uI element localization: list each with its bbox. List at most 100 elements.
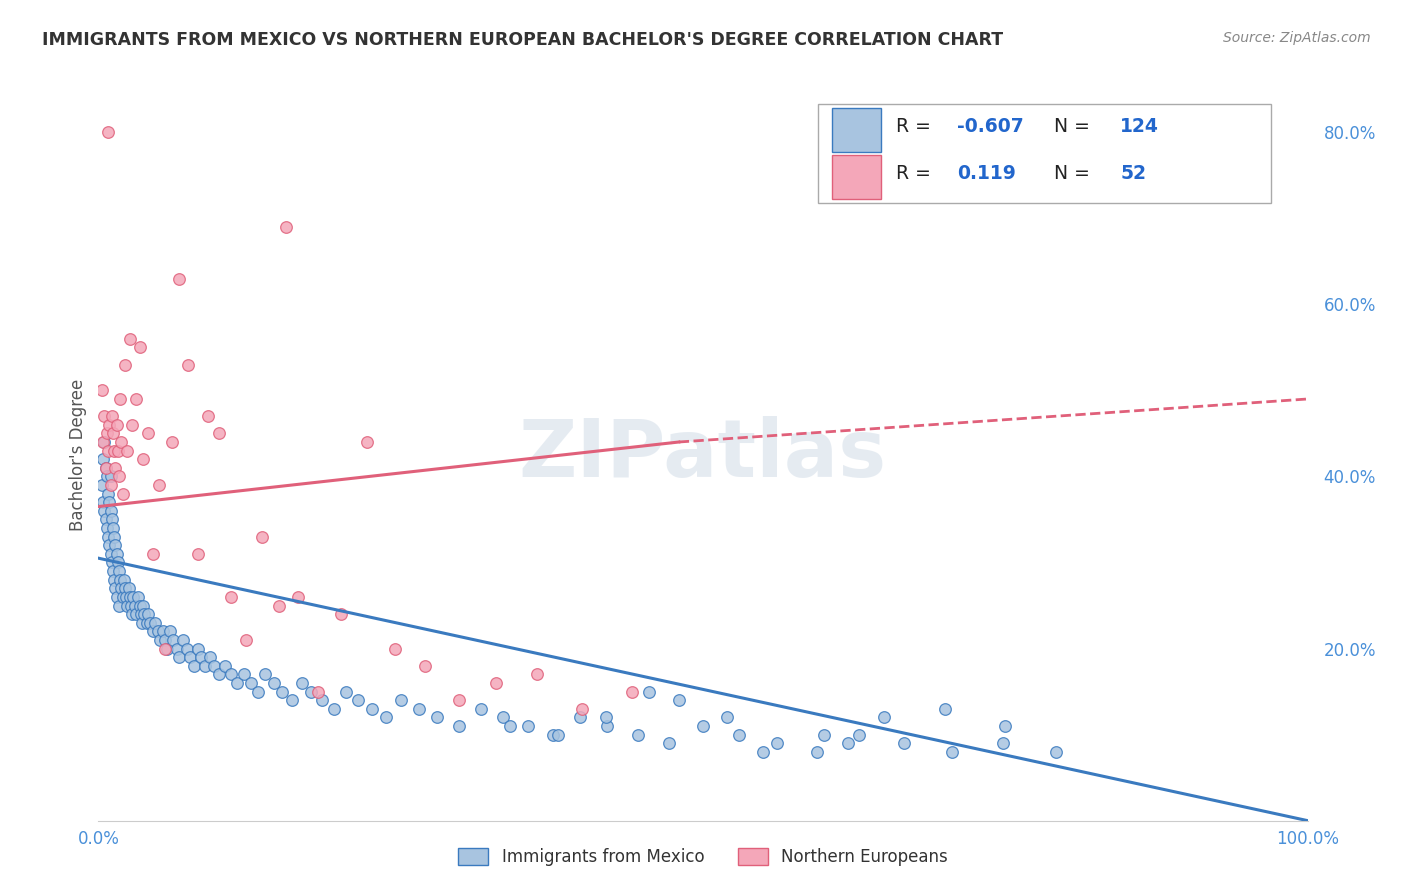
Point (848, 728, 870, 742)
Point (426, 710, 449, 724)
Point (360, 702, 382, 716)
Point (235, 632, 257, 647)
Point (226, 676, 249, 690)
Point (941, 745, 963, 759)
Point (183, 658, 205, 673)
Point (104, 460, 127, 475)
Point (335, 684, 357, 698)
Point (239, 676, 262, 690)
Point (128, 340, 150, 354)
Text: R =: R = (897, 164, 943, 183)
Point (93, 504, 115, 518)
Point (91, 495, 114, 509)
Point (413, 658, 436, 673)
Point (96, 426, 118, 441)
Point (356, 435, 378, 450)
Point (596, 719, 619, 733)
Point (247, 684, 270, 698)
Point (837, 736, 859, 750)
Point (105, 417, 128, 432)
Point (134, 607, 156, 621)
Point (190, 650, 212, 665)
Point (627, 728, 650, 742)
Point (98, 495, 121, 509)
Point (389, 693, 412, 707)
Point (169, 650, 191, 665)
Point (104, 538, 127, 552)
Point (547, 728, 569, 742)
Text: 124: 124 (1121, 117, 1159, 136)
Point (128, 599, 150, 613)
Point (221, 667, 243, 681)
Point (267, 599, 290, 613)
Point (104, 582, 127, 596)
Point (96, 469, 118, 483)
Point (118, 590, 141, 604)
Point (139, 615, 162, 630)
Text: Source: ZipAtlas.com: Source: ZipAtlas.com (1223, 31, 1371, 45)
Point (290, 676, 312, 690)
Point (114, 358, 136, 372)
Point (97, 443, 120, 458)
Point (110, 435, 132, 450)
Point (111, 590, 134, 604)
Legend: Immigrants from Mexico, Northern Europeans: Immigrants from Mexico, Northern Europea… (450, 840, 956, 875)
Point (91, 478, 114, 492)
Point (108, 573, 131, 587)
Point (98, 538, 121, 552)
Point (311, 693, 333, 707)
Point (97, 125, 120, 139)
Point (127, 590, 149, 604)
Point (131, 615, 153, 630)
Point (384, 641, 406, 656)
Point (172, 632, 194, 647)
Point (765, 736, 787, 750)
Point (162, 632, 184, 647)
Point (308, 684, 330, 698)
Text: ZIPatlas: ZIPatlas (519, 416, 887, 494)
Point (125, 607, 148, 621)
Point (668, 693, 690, 707)
Point (112, 573, 135, 587)
Point (347, 693, 370, 707)
Point (105, 590, 128, 604)
Point (281, 693, 304, 707)
Point (136, 607, 159, 621)
Point (107, 556, 129, 570)
Point (375, 710, 398, 724)
Point (447, 719, 470, 733)
Point (498, 719, 520, 733)
Point (101, 521, 124, 535)
Point (122, 590, 145, 604)
Point (299, 684, 322, 698)
Point (100, 547, 122, 561)
Point (121, 417, 143, 432)
FancyBboxPatch shape (832, 155, 880, 199)
Point (994, 719, 1017, 733)
Point (121, 607, 143, 621)
Point (169, 271, 191, 285)
Point (179, 650, 201, 665)
Point (541, 728, 564, 742)
Point (100, 504, 122, 518)
Point (166, 641, 188, 656)
Point (135, 615, 157, 630)
Point (108, 392, 131, 406)
Point (492, 710, 515, 724)
Point (152, 624, 174, 639)
Point (934, 702, 956, 716)
Point (100, 478, 122, 492)
Point (98, 417, 121, 432)
Point (142, 547, 165, 561)
Point (91, 435, 114, 450)
Point (110, 582, 132, 596)
Point (323, 702, 346, 716)
Point (568, 710, 591, 724)
Point (136, 426, 159, 441)
Point (408, 702, 430, 716)
Point (117, 599, 139, 613)
Point (716, 710, 738, 724)
Point (470, 702, 492, 716)
Point (156, 641, 179, 656)
Point (658, 736, 681, 750)
